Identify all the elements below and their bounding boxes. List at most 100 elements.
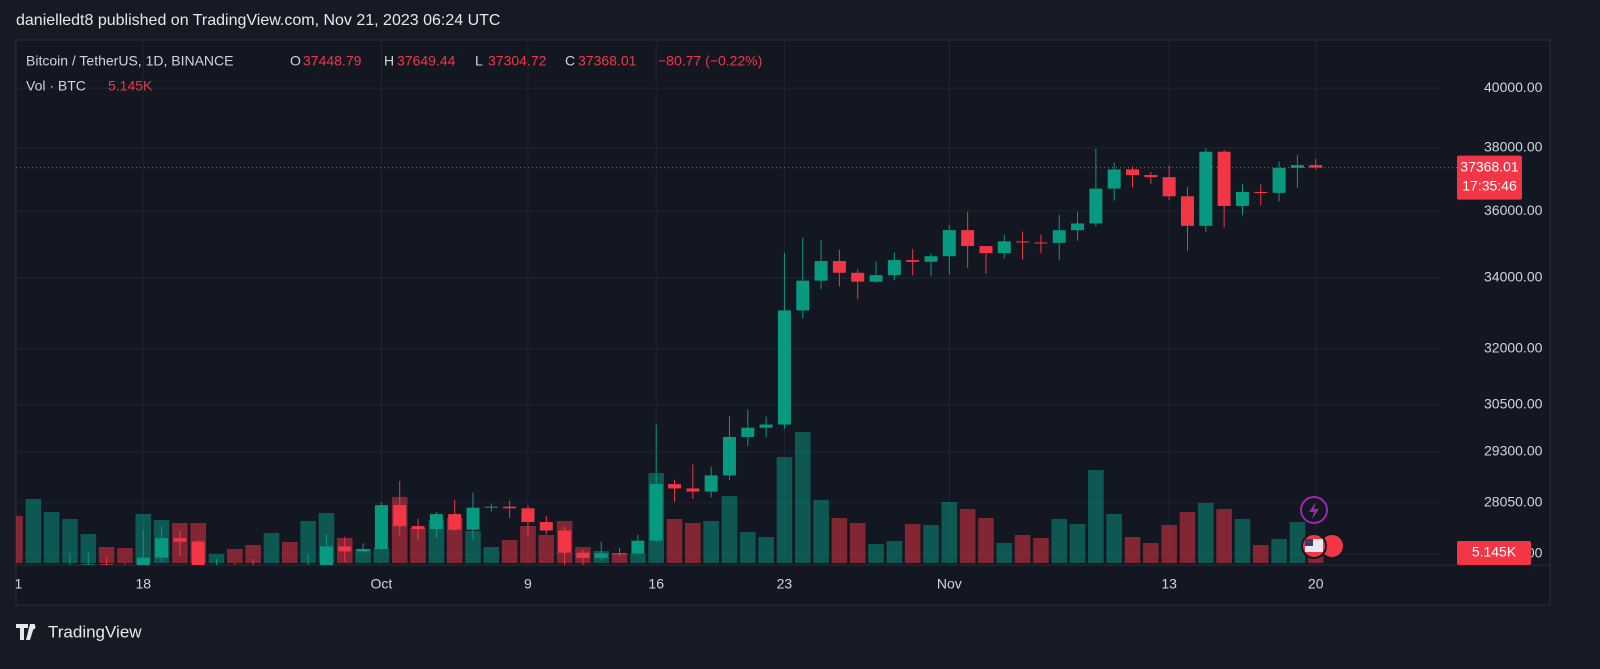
candle-body <box>1199 151 1213 226</box>
candle-body <box>1144 175 1158 178</box>
candle-body <box>851 272 865 282</box>
price-axis: 40000.00 38000.00 36000.00 34000.00 32000.00… <box>1484 79 1543 561</box>
candle-body <box>649 484 663 541</box>
volume-bar <box>831 517 848 563</box>
candle-body <box>1272 167 1286 193</box>
last-price-label: 37368.01 <box>1460 158 1519 174</box>
x-tick-label: Nov <box>937 576 962 592</box>
candle-body <box>1254 192 1268 194</box>
y-tick-label: 38000.00 <box>1484 139 1543 155</box>
volume-bar <box>282 541 298 563</box>
brand: TradingView <box>48 622 142 641</box>
candle-body <box>155 538 169 558</box>
ohlc-letter: H <box>384 53 394 69</box>
candle-body <box>1309 165 1323 168</box>
volume-bar <box>1234 518 1251 563</box>
candle-body <box>961 230 975 247</box>
candle-body <box>906 260 920 262</box>
volume-bar <box>611 552 628 563</box>
candle-body <box>979 246 993 254</box>
candle-body <box>796 280 810 311</box>
last-price-box <box>1457 155 1522 200</box>
ohlc-value: 37304.72 <box>488 53 547 69</box>
volume-bar <box>483 546 500 563</box>
candle-body <box>722 436 736 476</box>
volume-bar <box>685 522 701 563</box>
x-axis-labels: 11 18 Oct 9 16 23 Nov 13 20 <box>8 576 1324 592</box>
lightning-glyph <box>1309 502 1319 519</box>
volume-bar <box>703 520 719 563</box>
candle-body <box>814 261 828 281</box>
candle-body <box>631 540 645 554</box>
y-tick-label: 36000.00 <box>1484 202 1543 218</box>
volume-bar <box>117 547 133 563</box>
ohlc-value: 37649.44 <box>397 53 456 69</box>
volume-bar <box>1069 523 1086 563</box>
volume-label-box <box>1457 541 1531 565</box>
volume-bar <box>16 515 23 563</box>
x-tick-label: 9 <box>524 576 532 592</box>
ohlc-value: 37448.79 <box>303 53 362 69</box>
volume-bar <box>904 523 921 563</box>
candle-body <box>1071 223 1085 231</box>
volume-bar <box>1088 469 1104 563</box>
volume-value: 5.145K <box>108 78 153 94</box>
ohlc-letter: C <box>565 53 575 69</box>
candle-body <box>1180 196 1194 226</box>
candle-body <box>1034 242 1048 244</box>
volume-bar <box>428 519 445 563</box>
volume-bar <box>98 546 115 563</box>
candle-body <box>81 564 95 565</box>
candle-body <box>503 506 517 509</box>
symbol-title: Bitcoin / TetherUS, 1D, BINANCE <box>26 53 233 69</box>
candle-body <box>686 488 700 492</box>
volume-bar <box>1307 555 1324 563</box>
candle-body <box>411 526 425 530</box>
y-tick-label: 28050.00 <box>1484 493 1543 509</box>
flag-canton <box>1305 539 1313 546</box>
candle-body <box>173 538 187 542</box>
candle-body <box>319 546 333 565</box>
volume-bar <box>758 536 774 563</box>
volume-bar <box>1289 521 1306 563</box>
y-tick-label: 32000.00 <box>1484 340 1543 356</box>
change-label: −80.77 (−0.22%) <box>658 53 762 69</box>
volume-bar <box>1252 544 1269 563</box>
candle-body <box>1107 169 1121 189</box>
candle-body <box>576 552 590 558</box>
x-tick-label: 18 <box>135 576 151 592</box>
volume-bar <box>923 524 939 563</box>
candle-body <box>924 256 938 262</box>
volume-bar <box>410 527 426 563</box>
candle-body <box>777 310 791 425</box>
volume-bar <box>721 495 738 563</box>
volume-bar <box>80 533 97 563</box>
candle-body <box>832 261 846 273</box>
candle-body <box>521 508 535 523</box>
volume-bar <box>1051 518 1068 563</box>
x-tick-label: 16 <box>648 576 664 592</box>
x-tick-label: 20 <box>1308 576 1324 592</box>
volume-bar <box>25 498 42 563</box>
candle-body <box>741 427 755 437</box>
y-tick-label: 34000.00 <box>1484 269 1543 285</box>
volume-bar <box>1124 536 1141 563</box>
legend-header: Bitcoin / TetherUS, 1D, BINANCE Vol · BT… <box>26 53 762 94</box>
volume-bar <box>740 531 756 563</box>
logo-dot <box>30 624 36 630</box>
volume-bar <box>886 540 903 563</box>
candle-body <box>558 530 572 553</box>
candle-body <box>356 548 370 552</box>
countdown-label: 17:35:46 <box>1462 177 1517 193</box>
candle-body <box>338 546 352 552</box>
footer: TradingView <box>16 622 142 641</box>
volume-bar <box>227 548 243 563</box>
event-icons <box>1300 496 1345 559</box>
x-tick-label: 11 <box>8 576 23 592</box>
volume-bar <box>520 525 536 563</box>
publisher-line: danielledt8 published on TradingView.com… <box>16 12 500 29</box>
ohlc-letter: L <box>475 53 483 69</box>
candle-body <box>100 564 114 565</box>
candle-body <box>1016 241 1030 243</box>
